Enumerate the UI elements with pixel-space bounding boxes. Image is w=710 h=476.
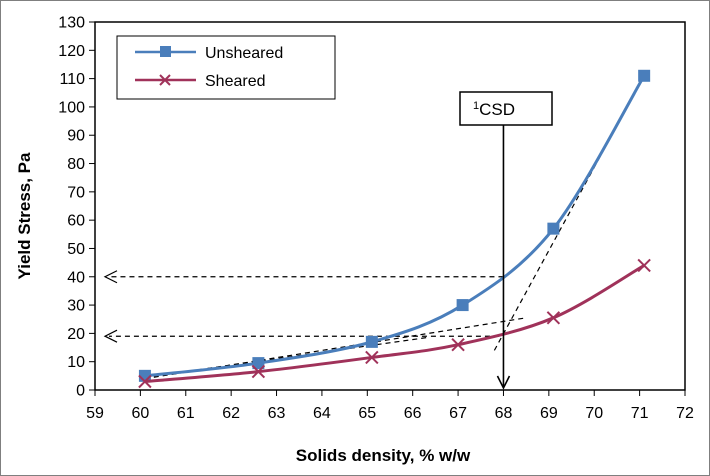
- csd-label-box: [459, 91, 553, 126]
- data-series: [138, 69, 651, 389]
- y-tick-label: 50: [67, 241, 85, 258]
- x-tick-label: 60: [131, 405, 149, 422]
- series-line-sheared: [144, 264, 645, 384]
- x-tick-label: 70: [585, 405, 603, 422]
- x-tick-label: 72: [676, 405, 694, 422]
- plot-area-border: [94, 21, 686, 391]
- csd-level-arrowhead: [103, 270, 118, 284]
- legend-label-unsheared: Unsheared: [205, 45, 283, 62]
- x-tick-label: 71: [631, 405, 649, 422]
- csd-level-arrowhead: [103, 329, 118, 343]
- x-tick-label: 69: [540, 405, 558, 422]
- x-tick-label: 62: [222, 405, 240, 422]
- data-point-sheared: [637, 258, 651, 273]
- y-tick-label: 100: [58, 99, 85, 116]
- y-tick-label: 70: [67, 184, 85, 201]
- legend-marker-sheared: [159, 74, 171, 86]
- data-point-sheared: [365, 350, 379, 365]
- x-tick-label: 63: [268, 405, 286, 422]
- y-tick-label: 20: [67, 326, 85, 343]
- y-tick-label: 30: [67, 298, 85, 315]
- y-tick-label: 0: [76, 383, 85, 400]
- x-tick-label: 61: [177, 405, 195, 422]
- y-tick-label: 120: [58, 43, 85, 60]
- data-point-sheared: [451, 338, 465, 352]
- y-tick-label: 80: [67, 156, 85, 173]
- x-tick-label: 59: [86, 405, 104, 422]
- y-tick-label: 10: [67, 354, 85, 371]
- y-tick-label: 60: [67, 213, 85, 230]
- y-tick-label: 130: [58, 15, 85, 32]
- tangent-construction-lines: [103, 75, 645, 380]
- legend-box: [116, 35, 336, 100]
- csd-arrowhead: [496, 375, 511, 390]
- csd-label-text: CSD: [479, 100, 515, 119]
- x-tick-label: 64: [313, 405, 331, 422]
- legend-marker-unsheared: [160, 46, 171, 57]
- csd-label-superscript: 1: [473, 100, 479, 112]
- data-point-unsheared: [365, 335, 378, 348]
- legend: Unsheared Sheared: [116, 35, 336, 100]
- x-tick-label: 66: [404, 405, 422, 422]
- x-axis-title: Solids density, % w/w: [296, 446, 471, 465]
- data-point-sheared: [138, 374, 152, 389]
- legend-label-sheared: Sheared: [205, 73, 266, 90]
- csd-annotation: 1CSD: [459, 91, 553, 390]
- tangent-high-unsheared: [493, 75, 645, 351]
- plot-axes: [89, 21, 686, 396]
- x-tick-label: 65: [358, 405, 376, 422]
- data-point-unsheared: [252, 357, 265, 370]
- csd-label: 1CSD: [473, 100, 515, 119]
- x-tick-label: 67: [449, 405, 467, 422]
- y-tick-label: 40: [67, 269, 85, 286]
- data-point-sheared: [251, 364, 266, 379]
- data-point-unsheared: [638, 69, 651, 82]
- x-tick-label: 68: [495, 405, 513, 422]
- data-point-unsheared: [456, 299, 469, 312]
- data-point-unsheared: [547, 222, 560, 235]
- y-tick-label: 90: [67, 128, 85, 145]
- tick-labels: 0 10 20 30 40 50 60 70 80 90 100 110 120 130 59 60 61 62 6…: [58, 15, 694, 423]
- series-line-unsheared: [144, 75, 646, 378]
- y-tick-label: 110: [59, 71, 85, 88]
- y-axis-title: Yield Stress, Pa: [15, 152, 34, 279]
- data-point-sheared: [546, 311, 561, 325]
